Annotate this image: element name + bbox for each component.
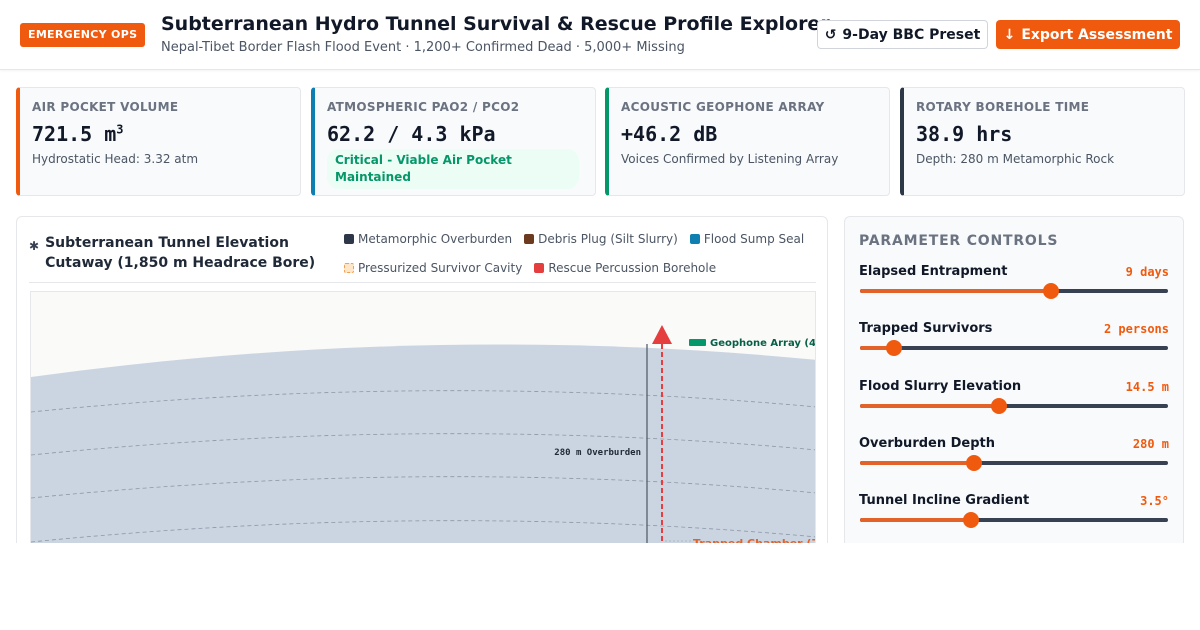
kpi-subtext: Depth: 280 m Metamorphic Rock	[916, 152, 1115, 166]
app-header: EMERGENCY OPS Subterranean Hydro Tunnel …	[0, 0, 1200, 70]
legend: Metamorphic Overburden Debris Plug (Silt…	[344, 229, 824, 278]
legend-item-overburden: Metamorphic Overburden	[344, 229, 512, 249]
slider-fill	[860, 404, 999, 408]
kpi-value: 721.5 m3	[32, 122, 124, 146]
swatch-icon	[534, 263, 545, 273]
slider-track[interactable]	[860, 455, 1168, 471]
export-button-label: Export Assessment	[1021, 26, 1173, 43]
control-value: 14.5 m	[1125, 379, 1169, 394]
geophone-label: Geophone Array (46.2 dB)	[710, 338, 816, 349]
control-label: Tunnel Incline Gradient	[859, 493, 1030, 508]
asterisk-icon: ✱	[29, 239, 40, 253]
strata-line	[31, 476, 815, 499]
slider-track[interactable]	[860, 512, 1168, 528]
borehole-arrow-icon	[652, 325, 672, 344]
preset-button-label: 9-Day BBC Preset	[842, 26, 981, 43]
legend-item-cavity: Pressurized Survivor Cavity	[344, 258, 522, 278]
page-subtitle: Nepal-Tibet Border Flash Flood Event · 1…	[161, 40, 685, 55]
overburden-label: 280 m Overburden	[554, 448, 641, 458]
refresh-icon: ↺	[824, 26, 837, 43]
swatch-icon	[689, 234, 700, 244]
geophone-marker-icon	[689, 339, 706, 346]
control-value: 280 m	[1132, 436, 1169, 451]
control-value: 9 days	[1125, 264, 1169, 279]
control-flood-slurry-elevation: Flood Slurry Elevation 14.5 m	[859, 379, 1169, 429]
slider-thumb[interactable]	[885, 340, 902, 356]
controls-title: PARAMETER CONTROLS	[859, 233, 1059, 249]
slider-fill	[860, 461, 974, 465]
swatch-icon	[344, 263, 354, 273]
kpi-card-air-pocket: AIR POCKET VOLUME 721.5 m3 Hydrostatic H…	[16, 87, 301, 196]
slider-track[interactable]	[860, 340, 1168, 356]
control-label: Flood Slurry Elevation	[859, 379, 1022, 394]
kpi-label: ROTARY BOREHOLE TIME	[916, 100, 1090, 114]
panel-title: ✱ Subterranean Tunnel Elevation Cutaway …	[29, 235, 316, 271]
legend-item-borehole: Rescue Percussion Borehole	[534, 258, 716, 278]
control-tunnel-incline: Tunnel Incline Gradient 3.5°	[859, 493, 1169, 543]
slider-thumb[interactable]	[965, 455, 982, 471]
parameter-controls-panel: PARAMETER CONTROLS Elapsed Entrapment 9 d…	[844, 216, 1184, 576]
slider-fill	[860, 346, 894, 350]
control-overburden-depth: Overburden Depth 280 m	[859, 436, 1169, 486]
cutaway-diagram: Geophone Array (46.2 dB) 280 m Overburde…	[31, 325, 816, 570]
export-button[interactable]: ↓ Export Assessment	[996, 20, 1180, 49]
control-elapsed-entrapment: Elapsed Entrapment 9 days	[859, 264, 1169, 314]
control-label: Overburden Depth	[859, 436, 996, 451]
emergency-badge: EMERGENCY OPS	[20, 23, 146, 47]
status-badge: Critical - Viable Air Pocket Maintained	[327, 149, 579, 189]
slider-thumb[interactable]	[990, 398, 1007, 414]
swatch-icon	[344, 234, 354, 244]
download-icon: ↓	[1003, 26, 1016, 43]
page-background	[0, 543, 1200, 630]
divider	[29, 282, 816, 283]
kpi-label: AIR POCKET VOLUME	[32, 100, 179, 114]
overburden-rock	[31, 344, 815, 570]
kpi-value: 38.9 hrs	[916, 122, 1013, 146]
control-value: 3.5°	[1140, 493, 1169, 508]
slider-track[interactable]	[860, 283, 1168, 299]
slider-track[interactable]	[860, 398, 1168, 414]
kpi-card-geophone: ACOUSTIC GEOPHONE ARRAY +46.2 dB Voices …	[605, 87, 890, 196]
control-value: 2 persons	[1103, 321, 1169, 336]
slider-thumb[interactable]	[962, 512, 979, 528]
kpi-card-atmospheric: ATMOSPHERIC PAO2 / PCO2 62.2 / 4.3 kPa C…	[311, 87, 596, 196]
page-title: Subterranean Hydro Tunnel Survival & Res…	[161, 13, 830, 35]
control-label: Trapped Survivors	[859, 321, 993, 336]
legend-item-debris: Debris Plug (Silt Slurry)	[524, 229, 678, 249]
kpi-value: +46.2 dB	[621, 122, 718, 146]
kpi-value: 62.2 / 4.3 kPa	[327, 122, 496, 146]
kpi-label: ATMOSPHERIC PAO2 / PCO2	[327, 100, 520, 114]
strata-line	[31, 390, 815, 413]
slider-thumb[interactable]	[1042, 283, 1059, 299]
slider-fill	[860, 289, 1051, 293]
preset-button[interactable]: ↺ 9-Day BBC Preset	[817, 20, 988, 49]
kpi-card-borehole: ROTARY BOREHOLE TIME 38.9 hrs Depth: 280…	[900, 87, 1185, 196]
kpi-subtext: Hydrostatic Head: 3.32 atm	[32, 152, 199, 166]
legend-item-sump: Flood Sump Seal	[689, 229, 804, 249]
control-label: Elapsed Entrapment	[859, 264, 1008, 279]
strata-line	[31, 433, 815, 456]
slider-fill	[860, 518, 971, 522]
cutaway-panel: ✱ Subterranean Tunnel Elevation Cutaway …	[16, 216, 828, 576]
kpi-label: ACOUSTIC GEOPHONE ARRAY	[621, 100, 825, 114]
swatch-icon	[524, 234, 535, 244]
control-trapped-survivors: Trapped Survivors 2 persons	[859, 321, 1169, 371]
kpi-subtext: Voices Confirmed by Listening Array	[621, 152, 839, 166]
strata-line	[31, 520, 815, 543]
cutaway-canvas: Geophone Array (46.2 dB) 280 m Overburde…	[30, 291, 816, 571]
